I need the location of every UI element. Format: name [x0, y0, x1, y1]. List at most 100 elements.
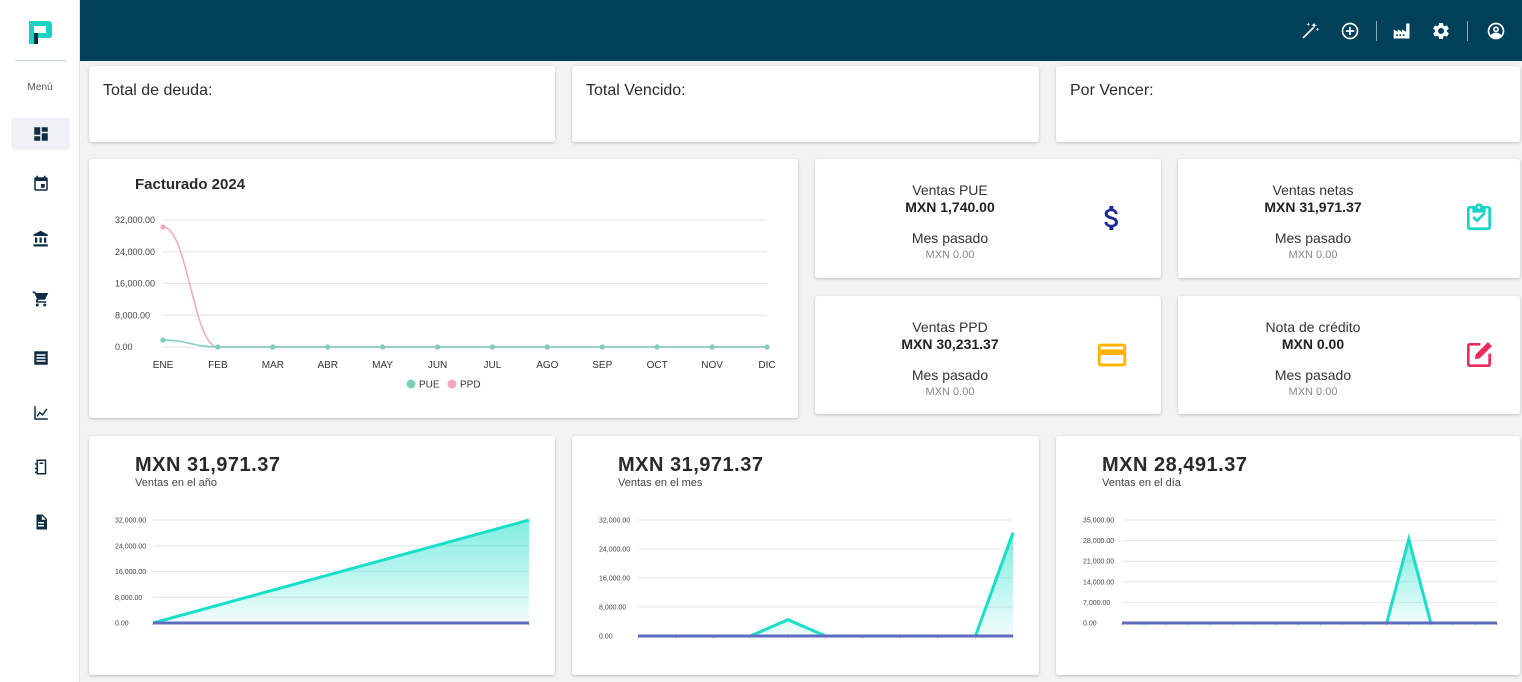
- data-point: [325, 344, 331, 350]
- stat-value: MXN 31,971.37: [1264, 199, 1362, 215]
- y-tick-label: 28,000.00: [1083, 538, 1114, 545]
- summary-card-por-vencer: Por Vencer:: [1056, 66, 1520, 142]
- stat-label: Ventas PUE: [912, 182, 988, 198]
- ventas-dia-value: MXN 28,491.37: [1102, 454, 1248, 476]
- total-deuda-label: Total de deuda:: [103, 82, 213, 99]
- series-line: [162, 226, 767, 348]
- stat-value: MXN 1,740.00: [905, 199, 995, 215]
- y-tick-label: 0.00: [1083, 621, 1097, 628]
- notebook-icon: [34, 459, 46, 475]
- ventas-anio-label: Ventas en el año: [135, 477, 217, 489]
- y-tick-label: 8,000.00: [599, 605, 626, 612]
- y-tick-label: 16,000.00: [115, 569, 146, 576]
- x-tick-label: OCT: [647, 360, 668, 371]
- x-tick-label: NOV: [701, 360, 723, 371]
- chart-title: Facturado 2024: [135, 176, 246, 193]
- sidebar: Menú: [0, 0, 80, 682]
- stat-card-ventas-ppd: Ventas PPD MXN 30,231.37 Mes pasado MXN …: [815, 296, 1161, 414]
- data-point: [160, 337, 166, 343]
- ventas-mes-label: Ventas en el mes: [618, 477, 703, 489]
- y-tick-label: 16,000.00: [599, 576, 630, 583]
- stat-label: Ventas PPD: [912, 319, 988, 335]
- area-fill: [1122, 539, 1497, 623]
- account-circle-icon: [1487, 22, 1505, 40]
- factory-icon: [1393, 23, 1410, 39]
- legend-marker: [447, 379, 457, 389]
- stat-prev-label: Mes pasado: [1274, 230, 1352, 246]
- stat-card-nota-credito: Nota de crédito MXN 0.00 Mes pasado MXN …: [1178, 296, 1520, 414]
- data-point: [764, 344, 770, 350]
- facturado-chart-card: Facturado 2024 32,000.00 24,000.00 16,000.…: [89, 159, 798, 418]
- settings-button[interactable]: [1430, 20, 1452, 42]
- magic-wand-button[interactable]: [1299, 20, 1321, 42]
- total-vencido-label: Total Vencido:: [586, 82, 686, 99]
- sidebar-item-analytics[interactable]: [11, 397, 70, 429]
- x-tick-label: ENE: [153, 360, 174, 371]
- top-bar: [80, 0, 1522, 61]
- y-tick-label: 16,000.00: [115, 279, 155, 289]
- summary-card-total-vencido: Total Vencido:: [572, 66, 1039, 142]
- legend-label: PPD: [460, 380, 481, 391]
- sidebar-item-list[interactable]: [11, 342, 70, 374]
- summary-card-total-deuda: Total de deuda:: [89, 66, 555, 142]
- sidebar-item-cart[interactable]: [11, 283, 70, 315]
- x-tick-label: JUL: [484, 360, 502, 371]
- y-tick-label: 32,000.00: [115, 215, 155, 225]
- data-point: [160, 224, 166, 230]
- x-tick-label: MAY: [372, 360, 393, 371]
- x-tick-label: MAR: [262, 360, 284, 371]
- bank-icon: [33, 230, 48, 247]
- y-tick-label: 24,000.00: [115, 543, 146, 550]
- app-logo[interactable]: [26, 18, 54, 46]
- stat-card-ventas-pue: Ventas PUE MXN 1,740.00 Mes pasado MXN 0…: [815, 159, 1161, 278]
- ventas-mes-value: MXN 31,971.37: [618, 454, 764, 476]
- y-tick-label: 7,000.00: [1083, 600, 1110, 607]
- y-tick-label: 14,000.00: [1083, 579, 1114, 586]
- series-line: [1122, 533, 1497, 625]
- ventas-anio-card: MXN 31,971.37 Ventas en el año 32,000.00…: [89, 436, 555, 675]
- data-point: [709, 344, 715, 350]
- y-tick-label: 8,000.00: [115, 595, 142, 602]
- sidebar-item-bank[interactable]: [11, 223, 70, 255]
- x-tick-label: AGO: [536, 360, 558, 371]
- x-tick-label: JUN: [428, 360, 447, 371]
- ventas-anio-chart: 32,000.00 24,000.00 16,000.00 8,000.00 0.00: [115, 518, 530, 628]
- y-tick-label: 8,000.00: [115, 310, 150, 320]
- x-tick-label: SEP: [592, 360, 612, 371]
- y-tick-label: 32,000.00: [599, 518, 630, 525]
- add-button[interactable]: [1339, 20, 1361, 42]
- sidebar-item-calendar[interactable]: [11, 168, 70, 200]
- sidebar-item-dashboard[interactable]: [11, 118, 70, 150]
- y-tick-label: 35,000.00: [1083, 518, 1114, 525]
- y-tick-label: 24,000.00: [599, 547, 630, 554]
- stat-prev-value: MXN 0.00: [1288, 386, 1338, 398]
- account-button[interactable]: [1485, 20, 1507, 42]
- header-divider: [1376, 21, 1377, 41]
- por-vencer-label: Por Vencer:: [1070, 82, 1154, 99]
- series-line: [162, 339, 767, 348]
- y-tick-label: 24,000.00: [115, 247, 155, 257]
- ventas-dia-label: Ventas en el día: [1102, 477, 1181, 489]
- magic-wand-icon: [1302, 22, 1320, 39]
- stat-prev-value: MXN 0.00: [925, 249, 975, 261]
- sidebar-item-document[interactable]: [11, 506, 70, 538]
- stat-prev-label: Mes pasado: [1274, 367, 1352, 383]
- x-tick-label: DIC: [758, 360, 775, 371]
- ventas-dia-chart: 35,000.00 28,000.00 21,000.00 14,000.00 7,00…: [1083, 518, 1498, 628]
- sidebar-item-notebook[interactable]: [11, 451, 70, 483]
- ventas-dia-card: MXN 28,491.37 Ventas en el día 35,000.00…: [1056, 436, 1520, 675]
- list-icon: [33, 351, 48, 365]
- stat-prev-label: Mes pasado: [911, 367, 989, 383]
- header-divider: [1467, 21, 1468, 41]
- stat-value: MXN 0.00: [1281, 336, 1345, 352]
- stat-label: Nota de crédito: [1265, 319, 1361, 335]
- factory-button[interactable]: [1391, 20, 1413, 42]
- y-tick-label: 0.00: [115, 621, 129, 628]
- stat-label: Ventas netas: [1272, 182, 1354, 198]
- data-point: [434, 344, 441, 350]
- add-circle-icon: [1341, 22, 1359, 40]
- y-tick-label: 0.00: [115, 342, 133, 352]
- credit-card-icon: [1095, 338, 1129, 372]
- area-fill: [638, 532, 1013, 636]
- dollar-icon: [1095, 201, 1129, 235]
